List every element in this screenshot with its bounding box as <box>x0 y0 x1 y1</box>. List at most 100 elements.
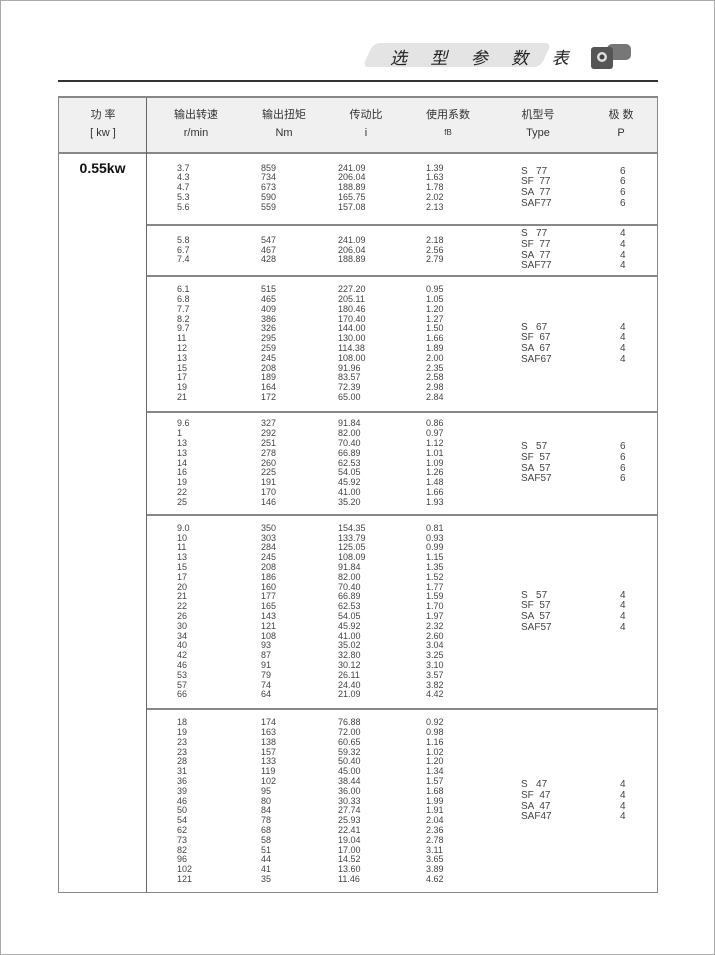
table-row: 6.1 515 227.20 0.95 <box>147 284 467 295</box>
type-cell: S 57 <box>521 441 548 453</box>
service-factor-cell: 1.16 <box>426 736 444 747</box>
torque-cell: 108 <box>261 630 277 641</box>
service-factor-cell: 3.10 <box>426 659 444 670</box>
table-row: 31 119 45.00 1.34 <box>147 766 467 777</box>
ratio-cell: 83.57 <box>338 372 361 383</box>
speed-cell: 3.7 <box>177 162 190 173</box>
table-row: 14 260 62.53 1.09 <box>147 458 467 469</box>
ratio-cell: 26.11 <box>338 669 360 680</box>
ratio-cell: 35.02 <box>338 640 361 651</box>
type-row: S 77 6 <box>521 165 641 178</box>
type-cell: S 77 <box>521 228 548 240</box>
table-row: 66 64 21.09 4.42 <box>147 690 467 700</box>
speed-cell: 13 <box>177 552 188 563</box>
poles-cell: 4 <box>620 260 626 272</box>
service-factor-cell: 1.78 <box>426 182 444 193</box>
torque-cell: 138 <box>261 736 277 747</box>
ratio-cell: 22.41 <box>338 824 361 835</box>
service-factor-cell: 2.18 <box>426 234 444 245</box>
table-row: 5.3 590 165.75 2.02 <box>147 191 467 203</box>
poles-cell: 6 <box>620 473 626 485</box>
torque-cell: 91 <box>261 659 272 670</box>
service-factor-cell: 1.66 <box>426 333 444 344</box>
service-factor-cell: 2.79 <box>426 254 444 265</box>
power-value: 0.55kw <box>79 160 126 176</box>
ratio-cell: 91.84 <box>338 418 361 429</box>
speed-cell: 39 <box>177 785 188 796</box>
service-factor-cell: 2.56 <box>426 244 444 255</box>
service-factor-cell: 2.04 <box>426 815 444 826</box>
torque-cell: 119 <box>261 766 276 777</box>
speed-cell: 96 <box>177 854 188 865</box>
type-row: SA 67 4 <box>521 343 641 355</box>
service-factor-cell: 2.02 <box>426 191 444 202</box>
type-block: S 77 6 SF 77 6 SA 77 6 SAF77 6 <box>521 152 641 224</box>
service-factor-cell: 1.05 <box>426 294 444 305</box>
service-factor-cell: 0.99 <box>426 542 444 553</box>
service-factor-cell: 0.81 <box>426 522 444 533</box>
service-factor-cell: 0.86 <box>426 418 444 429</box>
service-factor-cell: 1.34 <box>426 766 444 777</box>
header-type-unit: Type <box>526 127 550 139</box>
torque-cell: 673 <box>261 182 277 193</box>
table-row: 62 68 22.41 2.36 <box>147 824 467 836</box>
ratio-cell: 206.04 <box>338 172 366 183</box>
data-rows: 3.7 859 241.09 1.39 4.3 734 206.04 1.63 4.7 673 18… <box>147 152 467 224</box>
table-row: 42 87 32.80 3.25 <box>147 650 467 661</box>
header-rule <box>58 80 658 82</box>
speed-cell: 25 <box>177 496 188 507</box>
speed-cell: 19 <box>177 382 188 393</box>
row-group: 18 174 76.88 0.92 19 163 72.00 0.98 23 138 60.65 1.… <box>147 710 657 893</box>
torque-cell: 121 <box>261 620 277 631</box>
table-row: 9.6 327 91.84 0.86 <box>147 419 467 429</box>
poles-cell: 6 <box>620 187 626 198</box>
row-group: 6.1 515 227.20 0.95 6.8 465 205.11 1.05 7.7 409 18… <box>147 277 657 413</box>
speed-cell: 30 <box>177 620 188 631</box>
table-row: 4.7 673 188.89 1.78 <box>147 182 467 193</box>
ratio-cell: 54.05 <box>338 467 361 478</box>
speed-cell: 31 <box>177 766 188 777</box>
torque-cell: 191 <box>261 477 277 488</box>
torque-cell: 186 <box>261 571 277 582</box>
type-row: S 57 4 <box>521 589 641 602</box>
type-row: SF 77 6 <box>521 177 641 188</box>
service-factor-cell: 0.98 <box>426 727 444 738</box>
ratio-cell: 91.84 <box>338 562 361 573</box>
ratio-cell: 114.38 <box>338 343 365 353</box>
header-service-factor-cn: 使用系数 <box>426 109 470 121</box>
table-row: 19 191 45.92 1.48 <box>147 477 467 488</box>
speed-cell: 4.3 <box>177 172 190 183</box>
speed-cell: 46 <box>177 795 188 806</box>
header-torque-unit: Nm <box>275 127 293 139</box>
type-cell: SAF57 <box>521 621 552 633</box>
ratio-cell: 62.53 <box>338 601 361 612</box>
torque-cell: 51 <box>261 844 272 855</box>
ratio-cell: 125.05 <box>338 542 366 553</box>
service-factor-cell: 1.97 <box>426 611 444 621</box>
service-factor-cell: 1.89 <box>426 343 444 353</box>
poles-cell: 4 <box>620 589 626 601</box>
torque-cell: 87 <box>261 650 272 661</box>
ratio-cell: 17.00 <box>338 844 361 855</box>
torque-cell: 44 <box>261 854 272 865</box>
type-cell: SF 57 <box>521 451 551 463</box>
poles-cell: 4 <box>620 343 626 354</box>
ratio-cell: 66.89 <box>338 447 361 458</box>
type-cell: S 77 <box>521 165 548 177</box>
torque-cell: 58 <box>261 834 272 845</box>
torque-cell: 146 <box>261 496 277 507</box>
type-block: S 57 6 SF 57 6 SA 57 6 SAF57 6 <box>521 413 641 514</box>
speed-cell: 23 <box>177 736 188 747</box>
speed-cell: 42 <box>177 650 188 661</box>
table-row: 50 84 27.74 1.91 <box>147 806 467 816</box>
service-factor-cell: 1.57 <box>426 776 444 786</box>
torque-cell: 859 <box>261 162 277 173</box>
service-factor-cell: 1.01 <box>426 447 444 458</box>
ratio-cell: 41.00 <box>338 486 361 497</box>
ratio-cell: 72.00 <box>338 727 361 738</box>
ratio-cell: 13.60 <box>338 864 361 875</box>
service-factor-cell: 2.35 <box>426 362 444 373</box>
speed-cell: 18 <box>177 717 188 728</box>
ratio-cell: 14.52 <box>338 854 361 865</box>
ratio-cell: 27.74 <box>338 805 361 816</box>
